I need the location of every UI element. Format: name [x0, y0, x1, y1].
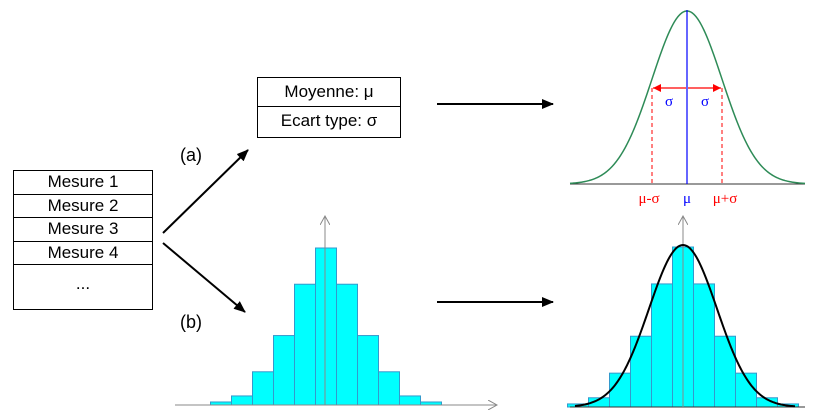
- histogram-bar: [252, 371, 274, 406]
- histogram-panel: [175, 216, 497, 405]
- histogram-bar: [336, 283, 358, 406]
- measure-row: Mesure 3: [14, 218, 152, 242]
- measure-row-ellipsis: ...: [75, 274, 91, 293]
- measure-row: Mesure 1: [14, 171, 152, 195]
- fit-gaussian-curve: [574, 243, 796, 408]
- mean-label: Moyenne: μ: [258, 78, 400, 107]
- histogram-bar: [231, 395, 253, 406]
- arrow-to-histogram: [162, 242, 246, 313]
- gaussian-panel: σ σ μ-σ μ μ+σ: [569, 10, 806, 207]
- mu-label: μ: [683, 191, 691, 207]
- measure-row: Mesure 2: [14, 195, 152, 218]
- histogram-bar: [651, 283, 673, 408]
- histogram-bar: [378, 371, 400, 406]
- path-label-a: (a): [180, 145, 202, 165]
- measure-row: Mesure 4: [14, 242, 152, 265]
- mu-minus-sigma-label: μ-σ: [638, 191, 659, 207]
- arrow-to-parameters: [162, 149, 249, 234]
- mu-plus-sigma-label: μ+σ: [713, 191, 738, 207]
- sigma-right-label: σ: [701, 94, 709, 110]
- histogram-bar: [294, 283, 316, 406]
- path-label-b: (b): [180, 312, 202, 332]
- fitted-histogram-panel: [567, 216, 805, 408]
- histogram-bar: [315, 247, 337, 406]
- measures-table: Mesure 1 Mesure 2 Mesure 3 Mesure 4 ...: [13, 170, 153, 310]
- histogram-bar: [399, 395, 421, 406]
- histogram-bar: [357, 335, 379, 406]
- parameters-box: Moyenne: μ Ecart type: σ: [257, 77, 401, 138]
- sigma-left-label: σ: [665, 94, 673, 110]
- histogram-bar: [693, 283, 715, 408]
- histogram-bar: [630, 335, 652, 408]
- histogram-bar: [714, 335, 736, 408]
- std-label: Ecart type: σ: [280, 111, 378, 130]
- histogram-bar: [273, 335, 295, 406]
